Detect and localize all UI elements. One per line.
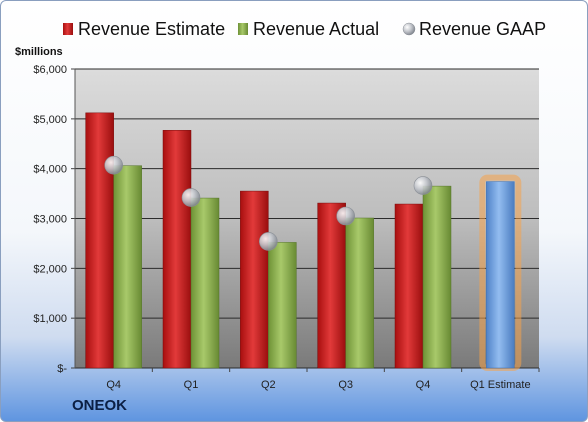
- legend-swatch-revenue-actual: [238, 23, 248, 35]
- legend-label-revenue-gaap: Revenue GAAP: [419, 19, 546, 39]
- bar-revenue-estimate: [85, 112, 114, 369]
- bar-revenue-actual: [113, 165, 142, 369]
- bar-revenue-actual: [190, 197, 220, 369]
- bar-revenue-estimate: [162, 130, 192, 369]
- y-tick-label: $-: [57, 363, 67, 375]
- bar-revenue-actual: [345, 217, 374, 369]
- marker-revenue-gaap: [104, 155, 123, 175]
- marker-revenue-gaap: [181, 188, 201, 207]
- y-tick-label: $1,000: [33, 313, 67, 325]
- marker-revenue-gaap: [413, 176, 433, 195]
- bar-revenue-estimate-q1-estimate: [486, 181, 515, 369]
- y-tick-label: $6,000: [33, 64, 67, 76]
- legend-swatch-revenue-gaap: [402, 22, 416, 36]
- x-tick-label: Q4: [106, 379, 121, 391]
- unit-label: $millions: [15, 46, 63, 58]
- y-tick-label: $5,000: [33, 114, 67, 126]
- y-tick-label: $2,000: [33, 263, 67, 275]
- legend-swatch-revenue-estimate: [63, 23, 73, 35]
- marker-revenue-gaap: [336, 206, 355, 226]
- bar-revenue-estimate: [317, 202, 346, 369]
- legend-label-revenue-actual: Revenue Actual: [253, 19, 379, 39]
- bar-revenue-estimate: [394, 203, 424, 369]
- y-tick-label: $4,000: [33, 164, 67, 176]
- marker-revenue-gaap: [259, 232, 278, 251]
- x-tick-label: Q3: [338, 379, 353, 391]
- bar-revenue-estimate: [240, 190, 269, 369]
- company-name: ONEOK: [72, 397, 128, 414]
- x-tick-label: Q4: [416, 379, 431, 391]
- bar-revenue-actual: [268, 242, 297, 369]
- x-tick-label: Q1 Estimate: [470, 379, 531, 391]
- x-tick-label: Q1: [184, 379, 199, 391]
- y-tick-label: $3,000: [33, 214, 67, 226]
- bar-revenue-actual: [422, 185, 452, 369]
- x-tick-label: Q2: [261, 379, 276, 391]
- legend-label-revenue-estimate: Revenue Estimate: [78, 19, 225, 39]
